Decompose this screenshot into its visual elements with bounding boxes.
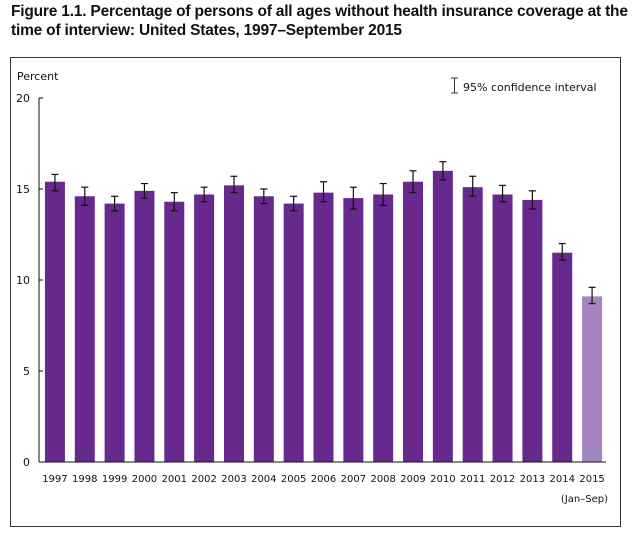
x-tick-label-2009: 2009	[400, 474, 425, 485]
error-bar-2004	[260, 188, 268, 205]
y-tick-label: 10	[16, 274, 30, 287]
chart-title: Figure 1.1. Percentage of persons of all…	[11, 3, 628, 39]
error-bar-2015	[588, 286, 596, 305]
error-bar-2002	[200, 186, 208, 203]
x-tick-label-2013: 2013	[520, 474, 545, 485]
x-tick-label-2011: 2011	[460, 474, 485, 485]
y-tick-label: 0	[23, 456, 30, 469]
x-tick-label-2012: 2012	[490, 474, 515, 485]
confidence-interval-icon	[451, 77, 458, 94]
error-bar-2005	[290, 195, 298, 212]
error-bar-2007	[349, 186, 357, 210]
error-bar-2008	[379, 182, 387, 206]
y-axis-label: Percent	[17, 70, 59, 83]
bar-1999	[104, 203, 125, 462]
x-tick-label-2004: 2004	[251, 474, 276, 485]
bar-2005	[283, 203, 304, 462]
x-tick-label-2010: 2010	[430, 474, 455, 485]
bars	[44, 161, 603, 463]
x-tick-label-2014: 2014	[550, 474, 575, 485]
bar-2011	[462, 187, 483, 462]
bar-2006	[313, 192, 334, 462]
y-tick-label: 20	[16, 92, 30, 105]
bar-2014	[552, 252, 573, 462]
error-bar-1997	[51, 173, 59, 192]
x-tick-label-2006: 2006	[311, 474, 336, 485]
y-tick-label: 15	[16, 183, 30, 196]
legend: 95% confidence interval	[451, 77, 597, 94]
error-bar-2006	[320, 181, 327, 203]
bar-2013	[522, 199, 543, 463]
error-bar-2000	[140, 182, 148, 199]
legend-label: 95% confidence interval	[463, 81, 597, 94]
error-bar-2013	[528, 190, 536, 210]
x-tick-label-2015: 2015	[579, 474, 604, 485]
x-tick-label-1998: 1998	[72, 474, 97, 485]
bar-2004	[253, 196, 274, 462]
error-bar-2012	[499, 184, 507, 203]
bar-2000	[134, 190, 155, 462]
bar-2002	[194, 194, 215, 462]
x-tick-label-2001: 2001	[162, 474, 187, 485]
error-bar-1998	[81, 186, 89, 206]
y-axis: 0 5 10 15 20	[16, 92, 43, 469]
x-tick-label-2005: 2005	[281, 474, 306, 485]
bar-2001	[164, 201, 185, 463]
x-tick-label-1999: 1999	[102, 474, 127, 485]
error-bar-2014	[558, 243, 566, 261]
bar-1998	[74, 196, 95, 462]
bar-1997	[44, 181, 65, 462]
x-tick-label-2008: 2008	[370, 474, 395, 485]
error-bar-2003	[230, 175, 238, 194]
bar-2003	[223, 185, 244, 463]
x-tick-label-2007: 2007	[341, 474, 366, 485]
bar-2012	[492, 194, 513, 462]
x-tick-label-2002: 2002	[191, 474, 216, 485]
x-sublabel: (Jan–Sep)	[561, 494, 608, 505]
bar-2010	[432, 170, 453, 463]
error-bar-2001	[170, 192, 178, 212]
error-bar-2009	[409, 170, 417, 194]
error-bar-2010	[439, 161, 447, 181]
x-tick-label-1997: 1997	[42, 474, 67, 485]
error-bar-2011	[469, 175, 477, 197]
y-tick-label: 5	[23, 365, 30, 378]
x-tick-label-2000: 2000	[132, 474, 157, 485]
bar-2007	[343, 198, 364, 462]
bar-2008	[373, 194, 394, 462]
chart-frame	[10, 57, 621, 527]
bar-2009	[403, 181, 424, 462]
bar-2015	[582, 296, 603, 462]
x-tick-label-2003: 2003	[221, 474, 246, 485]
x-axis: 1997 1998 1999 2000 2001 2002 2003 2004 2005 2006…	[39, 461, 606, 485]
error-bar-1999	[111, 195, 119, 212]
